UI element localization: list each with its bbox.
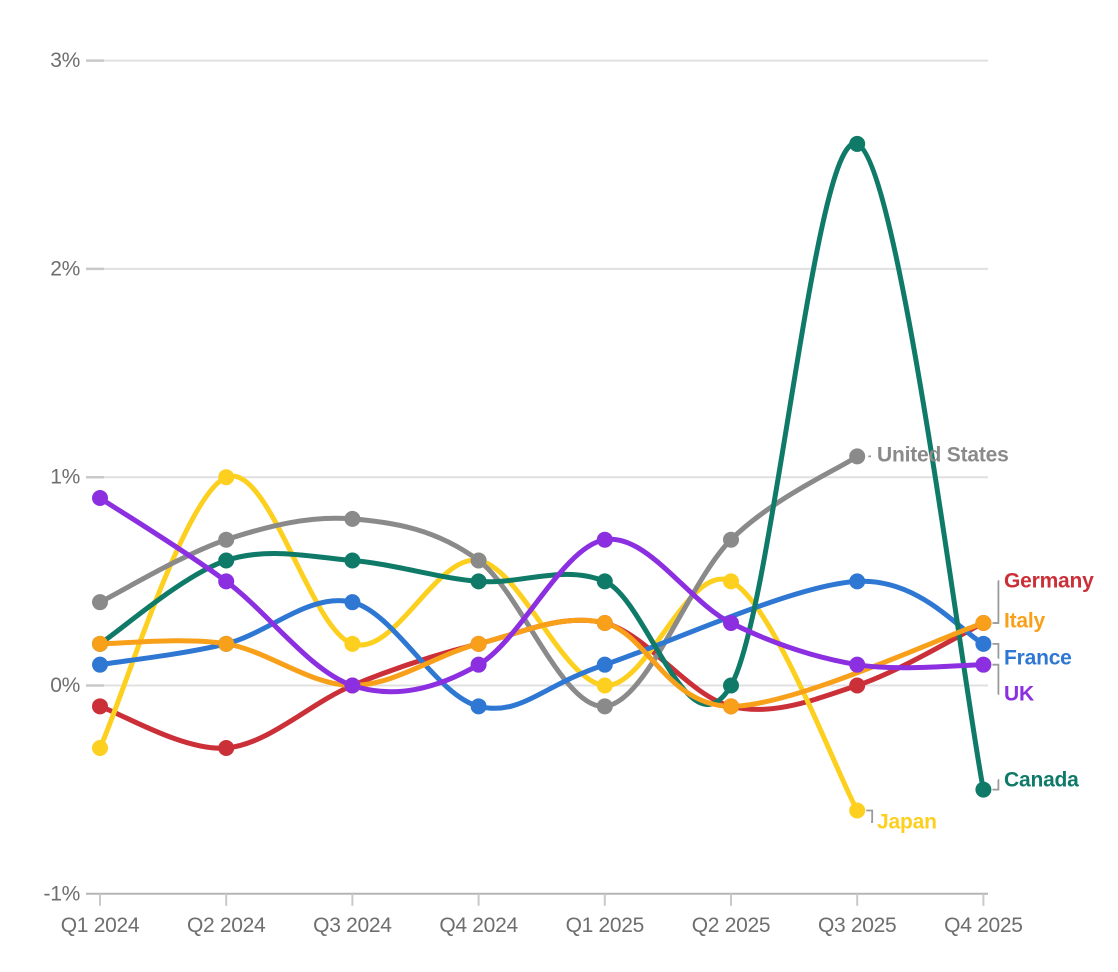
x-axis-tick-label: Q3 2025 bbox=[818, 914, 896, 937]
data-point-italy-q2-2025[interactable] bbox=[723, 698, 739, 715]
x-axis-tick-label: Q2 2024 bbox=[187, 914, 266, 937]
data-point-france-q4-2025[interactable] bbox=[975, 635, 992, 652]
data-point-italy-q1-2024[interactable] bbox=[92, 635, 108, 652]
series-line-canada bbox=[97, 141, 986, 793]
data-point-united-states-q2-2025[interactable] bbox=[723, 531, 739, 548]
data-point-japan-q3-2025[interactable] bbox=[849, 802, 866, 819]
data-point-uk-q4-2025[interactable] bbox=[975, 656, 992, 673]
data-point-japan-q3-2024[interactable] bbox=[344, 635, 361, 652]
data-point-united-states-q3-2025[interactable] bbox=[849, 448, 866, 465]
data-point-uk-q1-2024[interactable] bbox=[92, 490, 108, 507]
data-point-france-q1-2024[interactable] bbox=[92, 656, 108, 673]
data-point-uk-q3-2025[interactable] bbox=[849, 656, 866, 673]
data-point-germany-q1-2024[interactable] bbox=[92, 698, 108, 715]
data-point-france-q4-2024[interactable] bbox=[470, 698, 487, 715]
data-point-canada-q1-2025[interactable] bbox=[596, 573, 613, 590]
data-point-uk-q4-2024[interactable] bbox=[470, 656, 487, 673]
x-axis-tick-label: Q1 2025 bbox=[566, 914, 644, 937]
series-label-germany: Germany bbox=[1004, 570, 1094, 593]
data-point-canada-q4-2024[interactable] bbox=[470, 573, 487, 590]
series-markers bbox=[92, 135, 992, 819]
data-point-italy-q4-2024[interactable] bbox=[470, 635, 487, 652]
series-end-labels: United States Germany Italy France UK Canada J… bbox=[866, 444, 1094, 834]
data-point-united-states-q2-2024[interactable] bbox=[218, 531, 235, 548]
data-point-uk-q2-2025[interactable] bbox=[723, 615, 739, 632]
series-label-france: France bbox=[1004, 647, 1072, 670]
data-point-france-q1-2025[interactable] bbox=[596, 656, 613, 673]
data-point-italy-q2-2024[interactable] bbox=[218, 635, 235, 652]
y-axis-tick-label: -1% bbox=[44, 882, 80, 905]
series-line-uk bbox=[97, 495, 986, 695]
data-point-japan-q1-2024[interactable] bbox=[92, 739, 108, 756]
data-point-italy-q1-2025[interactable] bbox=[596, 615, 613, 632]
data-point-uk-q1-2025[interactable] bbox=[596, 531, 613, 548]
data-point-germany-q2-2024[interactable] bbox=[218, 739, 235, 756]
data-point-united-states-q1-2024[interactable] bbox=[92, 594, 108, 611]
data-point-canada-q3-2025[interactable] bbox=[849, 135, 866, 152]
x-axis: Q1 2024 Q2 2024 Q3 2024 Q4 2024 Q1 2025 Q2 20… bbox=[61, 892, 1023, 937]
y-axis-tick-label: 1% bbox=[50, 466, 80, 489]
label-connector-canada bbox=[992, 779, 1000, 791]
data-point-canada-q4-2025[interactable] bbox=[975, 781, 992, 798]
series-label-italy: Italy bbox=[1004, 610, 1046, 633]
x-axis-tick-label: Q3 2024 bbox=[313, 914, 392, 937]
label-connector-germany bbox=[992, 580, 1000, 624]
x-axis-tick-label: Q4 2024 bbox=[439, 914, 518, 937]
data-point-france-q3-2025[interactable] bbox=[849, 573, 866, 590]
data-point-united-states-q4-2024[interactable] bbox=[470, 552, 487, 569]
data-point-united-states-q3-2024[interactable] bbox=[344, 510, 361, 527]
data-point-canada-q3-2024[interactable] bbox=[344, 552, 361, 569]
series-label-uk: UK bbox=[1004, 683, 1034, 706]
y-axis-tick-label: 2% bbox=[50, 257, 80, 280]
data-point-uk-q3-2024[interactable] bbox=[344, 677, 361, 694]
data-point-canada-q2-2024[interactable] bbox=[218, 552, 235, 569]
data-point-canada-q2-2025[interactable] bbox=[723, 677, 739, 694]
label-connector-japan bbox=[866, 809, 874, 823]
data-point-japan-q2-2024[interactable] bbox=[218, 469, 235, 486]
data-point-japan-q2-2025[interactable] bbox=[723, 573, 739, 590]
series-label-canada: Canada bbox=[1004, 769, 1079, 792]
data-point-uk-q2-2024[interactable] bbox=[218, 573, 235, 590]
label-connector-uk bbox=[992, 663, 1000, 695]
series-label-japan: Japan bbox=[877, 811, 937, 834]
series-label-united-states: United States bbox=[877, 444, 1009, 467]
data-point-united-states-q1-2025[interactable] bbox=[596, 698, 613, 715]
y-axis-tick-label: 0% bbox=[50, 674, 80, 697]
y-axis-tick-label: 3% bbox=[50, 49, 80, 72]
grid-layer: 3% 2% 1% 0% -1% bbox=[44, 49, 988, 905]
x-axis-tick-label: Q1 2024 bbox=[61, 914, 140, 937]
data-point-japan-q1-2025[interactable] bbox=[596, 677, 613, 694]
x-axis-tick-label: Q2 2025 bbox=[692, 914, 770, 937]
data-point-france-q3-2024[interactable] bbox=[344, 594, 361, 611]
data-point-italy-q4-2025[interactable] bbox=[975, 615, 992, 632]
x-axis-tick-label: Q4 2025 bbox=[944, 914, 1022, 937]
label-connector-france bbox=[992, 642, 1000, 659]
data-point-germany-q3-2025[interactable] bbox=[849, 677, 866, 694]
